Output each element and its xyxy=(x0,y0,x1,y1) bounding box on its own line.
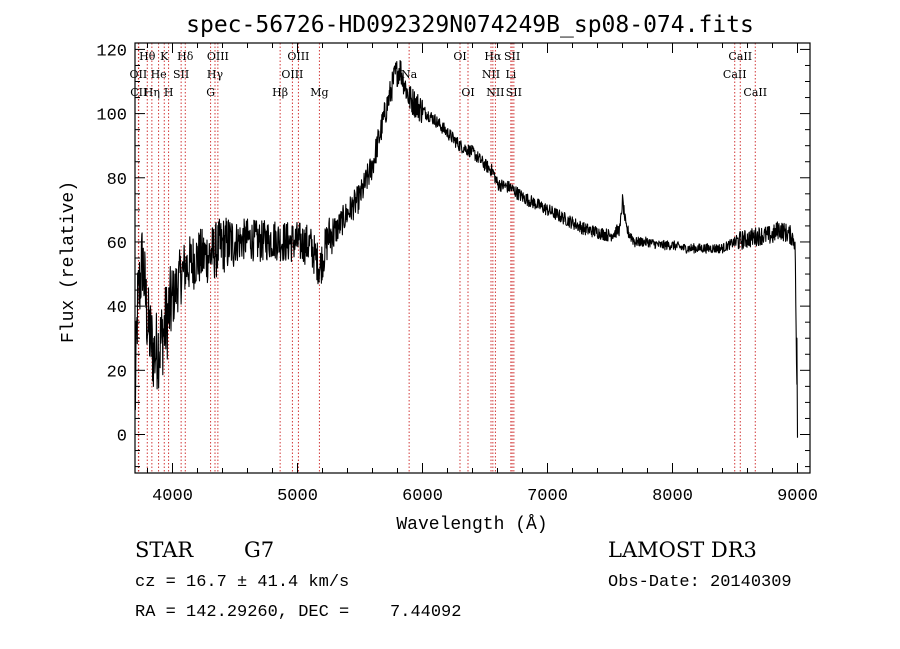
spectral-line-label-14: OIII xyxy=(281,68,303,81)
spectral-line-label-21: NII xyxy=(486,86,504,99)
spectral-line-label-17: OI xyxy=(453,50,466,63)
spectral-line-label-3: Hη xyxy=(144,86,160,99)
spectral-line-label-16: Na xyxy=(401,68,418,81)
spectral-line-label-9: OIII xyxy=(207,50,229,63)
spectral-line-label-0: Hθ xyxy=(139,50,156,63)
x-tick-label-3: 7000 xyxy=(527,487,568,506)
x-tick-label-5: 9000 xyxy=(777,487,818,506)
plot-frame xyxy=(134,42,811,474)
axes: 4000 5000 6000 7000 8000 9000 0 20 40 60 80 100 120 xyxy=(96,42,818,506)
spectral-line-label-23: Li xyxy=(505,68,516,81)
spectral-line-label-13: OIII xyxy=(287,50,309,63)
spectral-line-label-18: OI xyxy=(461,86,474,99)
x-axis-label: Wavelength (Å) xyxy=(396,514,547,535)
spectral-line-label-4: He xyxy=(151,68,167,81)
spectral-line-label-25: CaII xyxy=(728,50,752,63)
spectral-line-label-11: G xyxy=(206,86,215,99)
spectral-line-label-8: Hδ xyxy=(177,50,194,63)
spectral-line-label-20: NII xyxy=(482,68,500,81)
spectral-line-label-1: OII xyxy=(130,68,148,81)
spectral-line-label-27: CaII xyxy=(743,86,767,99)
spectral-line-label-5: K xyxy=(160,50,169,63)
y-tick-label-5: 100 xyxy=(96,107,127,126)
spectral-line-label-26: CaII xyxy=(723,68,747,81)
spectral-line-label-7: H xyxy=(164,86,174,99)
coordinates-readout: RA = 142.29260, DEC = 7.44092 xyxy=(135,603,462,622)
y-tick-label-6: 120 xyxy=(96,42,127,61)
chart-title: spec-56726-HD092329N074249B_sp08-074.fit… xyxy=(186,12,754,38)
x-tick-label-0: 4000 xyxy=(152,487,193,506)
y-tick-label-4: 80 xyxy=(107,171,127,190)
redshift-readout: cz = 16.7 ± 41.4 km/s xyxy=(135,573,350,592)
x-tick-label-4: 8000 xyxy=(652,487,693,506)
spectral-line-label-12: Hβ xyxy=(272,86,288,99)
spectral-line-label-6: SII xyxy=(173,68,189,81)
y-tick-label-1: 20 xyxy=(107,363,127,382)
spectral-line-label-15: Mg xyxy=(310,86,328,99)
spectral-line-label-22: SII xyxy=(504,50,520,63)
x-tick-label-2: 6000 xyxy=(402,487,443,506)
obs-date: Obs-Date: 20140309 xyxy=(608,573,792,592)
survey-release: LAMOST DR3 xyxy=(608,538,757,562)
y-axis-label: Flux (relative) xyxy=(59,181,79,343)
object-subclass: G7 xyxy=(244,538,275,562)
spectral-line-label-19: Hα xyxy=(484,50,502,63)
spectral-line-label-10: Hγ xyxy=(207,68,224,81)
y-tick-label-2: 40 xyxy=(107,299,127,318)
y-tick-label-3: 60 xyxy=(107,235,127,254)
x-tick-label-1: 5000 xyxy=(277,487,318,506)
y-tick-label-0: 0 xyxy=(117,427,127,446)
spectral-line-label-24: SII xyxy=(506,86,522,99)
spectrum-trace xyxy=(134,59,799,438)
object-class: STAR xyxy=(135,538,194,562)
spectrum-line xyxy=(134,59,799,438)
